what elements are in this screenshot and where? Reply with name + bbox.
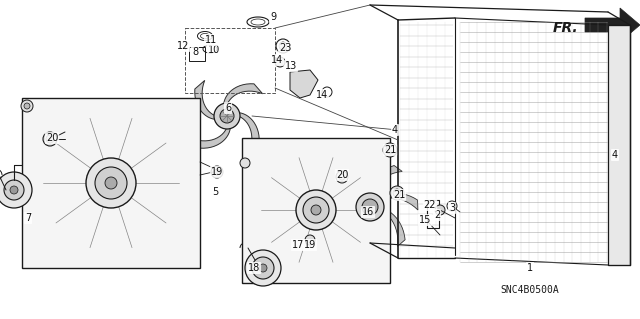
Circle shape (303, 197, 329, 223)
Bar (189, 47, 205, 61)
Circle shape (86, 158, 136, 208)
Circle shape (393, 189, 401, 197)
Text: 4: 4 (612, 150, 618, 160)
Circle shape (390, 186, 404, 200)
Circle shape (336, 171, 348, 183)
Circle shape (362, 199, 378, 215)
Text: 13: 13 (285, 61, 297, 71)
Circle shape (43, 132, 57, 146)
Polygon shape (236, 113, 259, 152)
Text: 19: 19 (304, 240, 316, 250)
Text: 5: 5 (212, 187, 218, 197)
Text: 17: 17 (292, 240, 304, 250)
Circle shape (214, 103, 240, 129)
Polygon shape (102, 118, 144, 163)
Circle shape (211, 166, 223, 178)
Text: SNC4B0500A: SNC4B0500A (500, 285, 559, 295)
Circle shape (383, 143, 397, 157)
Text: 14: 14 (271, 55, 283, 65)
Circle shape (24, 103, 30, 109)
Text: 20: 20 (46, 133, 58, 143)
Bar (242, 138, 390, 283)
Text: 2: 2 (434, 210, 440, 220)
Polygon shape (122, 153, 178, 172)
Circle shape (0, 172, 32, 208)
Text: 15: 15 (419, 215, 431, 225)
Text: 6: 6 (225, 103, 231, 113)
Polygon shape (264, 182, 299, 215)
Circle shape (356, 193, 384, 221)
Polygon shape (107, 197, 132, 251)
Polygon shape (56, 204, 110, 233)
Text: 4: 4 (392, 125, 398, 135)
Circle shape (259, 264, 267, 272)
Polygon shape (369, 166, 402, 195)
Polygon shape (331, 198, 371, 219)
Polygon shape (350, 160, 362, 201)
Text: 23: 23 (279, 43, 291, 53)
Circle shape (95, 167, 127, 199)
Circle shape (245, 250, 281, 286)
Polygon shape (316, 223, 333, 265)
Polygon shape (287, 158, 301, 202)
Text: 14: 14 (316, 90, 328, 100)
Circle shape (105, 177, 117, 189)
Text: 9: 9 (270, 12, 276, 22)
Polygon shape (72, 120, 92, 177)
Polygon shape (290, 70, 318, 98)
Bar (22, 98, 200, 268)
Polygon shape (326, 218, 366, 234)
Circle shape (4, 180, 24, 200)
Circle shape (10, 186, 18, 194)
Text: 8: 8 (192, 47, 198, 57)
Circle shape (220, 109, 234, 123)
Bar (608, 25, 630, 265)
Polygon shape (324, 183, 359, 211)
Polygon shape (191, 125, 230, 148)
Circle shape (386, 146, 394, 154)
Polygon shape (132, 179, 170, 228)
Text: 10: 10 (208, 45, 220, 55)
Text: 19: 19 (211, 167, 223, 177)
Text: 11: 11 (205, 35, 217, 45)
Text: 22: 22 (424, 200, 436, 210)
Polygon shape (223, 84, 262, 107)
Text: 16: 16 (362, 207, 374, 217)
Polygon shape (308, 156, 335, 194)
Circle shape (21, 100, 33, 112)
Circle shape (311, 205, 321, 215)
Circle shape (435, 205, 445, 215)
Text: 21: 21 (384, 145, 396, 155)
Circle shape (275, 57, 285, 67)
Polygon shape (381, 208, 405, 246)
Text: 1: 1 (527, 263, 533, 273)
Text: 21: 21 (393, 190, 405, 200)
Circle shape (240, 158, 250, 168)
Text: FR.: FR. (552, 21, 578, 35)
Polygon shape (356, 217, 379, 255)
Text: 18: 18 (248, 263, 260, 273)
Polygon shape (281, 228, 317, 258)
Polygon shape (333, 211, 358, 252)
Bar (185, 28, 275, 93)
Polygon shape (43, 164, 93, 197)
Circle shape (305, 235, 315, 245)
Circle shape (214, 169, 220, 175)
Text: 7: 7 (25, 213, 31, 223)
Circle shape (279, 42, 287, 50)
Circle shape (296, 190, 336, 230)
Text: 12: 12 (177, 41, 189, 51)
Polygon shape (262, 219, 306, 233)
Polygon shape (195, 80, 218, 119)
Circle shape (46, 135, 54, 143)
Polygon shape (585, 8, 640, 42)
Text: 3: 3 (449, 203, 455, 213)
Circle shape (252, 257, 274, 279)
Text: 20: 20 (336, 170, 348, 180)
Polygon shape (378, 193, 418, 210)
Bar (427, 200, 439, 228)
Polygon shape (321, 174, 364, 194)
